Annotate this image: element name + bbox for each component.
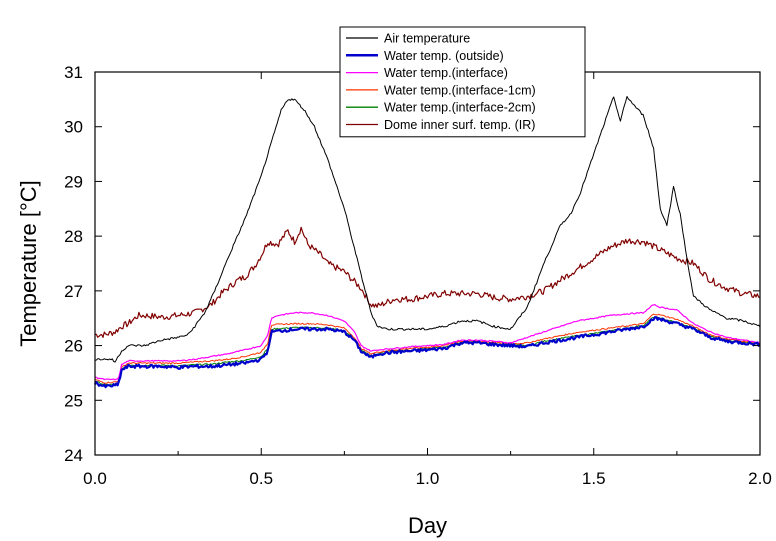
series-line-4 [94, 313, 761, 384]
x-tick-label: 1.0 [416, 469, 440, 488]
legend-entry: Water temp.(interface) [384, 66, 508, 80]
legend-entry: Water temp. (outside) [384, 49, 504, 63]
legend-entry: Air temperature [384, 32, 470, 46]
legend-entry: Water temp.(interface-1cm) [384, 83, 536, 97]
y-tick-label: 24 [64, 446, 83, 465]
series-line-2 [94, 316, 761, 389]
series-layer [94, 96, 761, 389]
x-tick-label: 1.5 [582, 469, 606, 488]
y-tick-label: 27 [64, 282, 83, 301]
x-tick-label: 0.0 [83, 469, 107, 488]
x-axis-title: Day [408, 513, 447, 538]
y-axis-title: Temperature [°C] [16, 180, 41, 347]
y-tick-label: 31 [64, 63, 83, 82]
series-line-1 [94, 96, 761, 363]
legend-entry: Dome inner surf. temp. (IR) [384, 118, 535, 132]
y-tick-label: 29 [64, 172, 83, 191]
legend-entry: Water temp.(interface-2cm) [384, 101, 536, 115]
x-tick-label: 2.0 [748, 469, 772, 488]
x-tick-label: 0.5 [249, 469, 273, 488]
series-line-3 [94, 304, 761, 381]
legend-box [339, 26, 586, 138]
y-tick-label: 25 [64, 391, 83, 410]
series-line-6 [94, 226, 761, 338]
y-tick-label: 30 [64, 118, 83, 137]
ticks-layer: 0.0 0.5 1.0 1.5 2.0 24 25 26 27 28 29 30 31 [64, 63, 772, 488]
y-tick-label: 28 [64, 227, 83, 246]
legend: Air temperature Water temp. (outside) Wate… [339, 26, 586, 138]
y-tick-label: 26 [64, 337, 83, 356]
